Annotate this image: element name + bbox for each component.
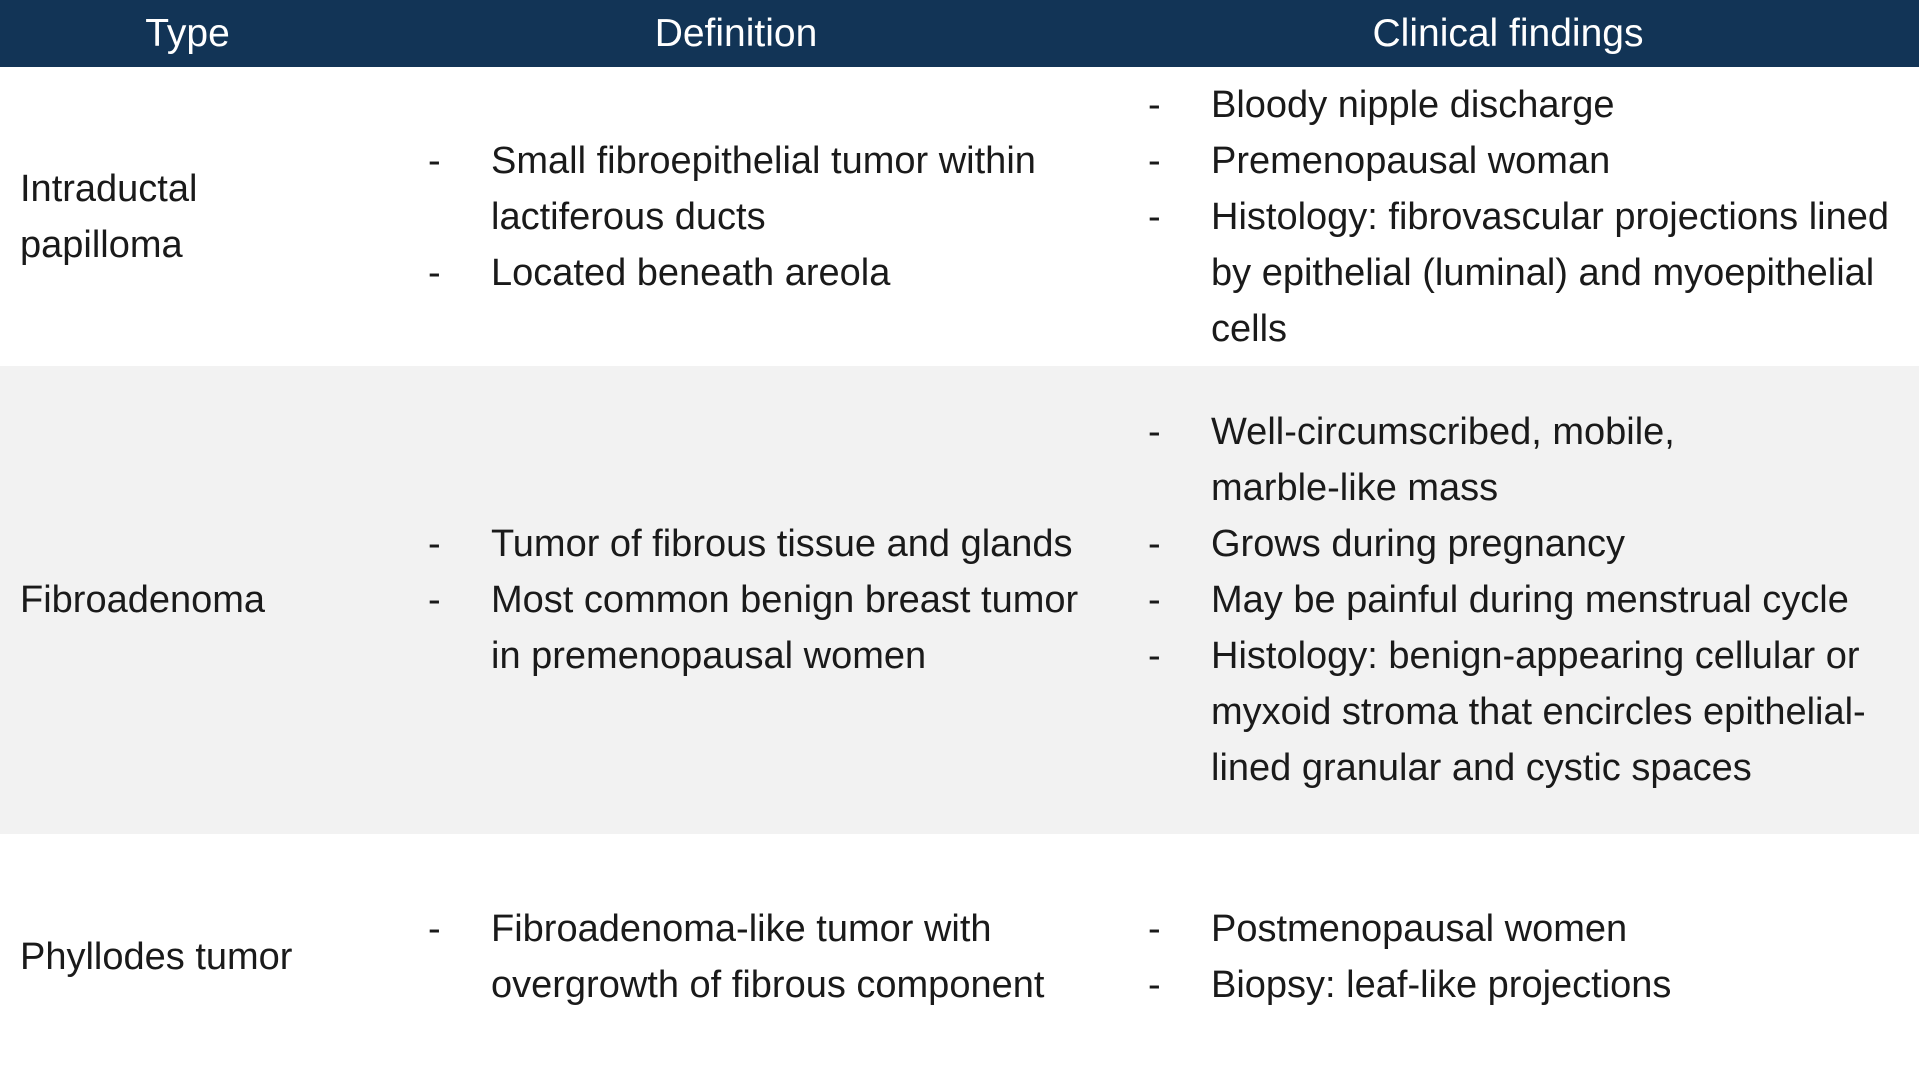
clinical-cell: - Well-circumscribed, mobile, marble-like…	[1140, 366, 1919, 834]
list-item: - Biopsy: leaf-like projections	[1148, 963, 1672, 1006]
definition-cell: - Tumor of fibrous tissue and glands - Mos…	[420, 366, 1097, 834]
list-item: - Small fibroepithelial tumor within lact…	[428, 139, 1036, 238]
definition-list: - Small fibroepithelial tumor within lact…	[420, 133, 1097, 301]
header-type: Type	[145, 12, 230, 55]
list-item: - Postmenopausal women	[1148, 907, 1628, 950]
definition-list: - Fibroadenoma-like tumor with overgrowth…	[420, 901, 1097, 1013]
clinical-list: - Well-circumscribed, mobile, marble-like…	[1140, 404, 1919, 796]
header-clinical-findings: Clinical findings	[1372, 12, 1644, 55]
list-item: - Well-circumscribed, mobile, marble-like…	[1148, 411, 1675, 509]
list-item: - Histology: fibrovascular projections li…	[1148, 195, 1889, 350]
list-item: - Tumor of fibrous tissue and glands	[428, 523, 1073, 565]
type-label: Phyllodes tumor	[20, 935, 293, 978]
list-item: - Histology: benign-appearing cellular or…	[1148, 635, 1866, 789]
list-item: - Most common benign breast tumor in prem…	[428, 579, 1079, 677]
definition-cell: - Small fibroepithelial tumor within lact…	[420, 67, 1097, 366]
list-item: - Premenopausal woman	[1148, 139, 1611, 182]
clinical-list: - Postmenopausal women - Biopsy: leaf-like…	[1140, 901, 1671, 1013]
list-item: - Bloody nipple discharge	[1148, 83, 1615, 126]
definition-list: - Tumor of fibrous tissue and glands - Mos…	[420, 516, 1097, 684]
type-label: Intraductal papilloma	[20, 167, 198, 266]
list-item: - Grows during pregnancy	[1148, 523, 1625, 565]
type-label: Fibroadenoma	[20, 579, 266, 621]
clinical-cell: - Bloody nipple discharge - Premenopausal …	[1140, 67, 1919, 366]
table-row: Phyllodes tumor - Fibroadenoma-like tumor…	[0, 834, 1919, 1079]
table-row: Intraductal papilloma - Small fibroepithe…	[0, 67, 1919, 366]
list-item: - Located beneath areola	[428, 251, 891, 294]
type-cell: Fibroadenoma	[20, 366, 370, 834]
table-row: Fibroadenoma - Tumor of fibrous tissue an…	[0, 366, 1919, 834]
header-definition: Definition	[654, 12, 818, 55]
clinical-cell: - Postmenopausal women - Biopsy: leaf-like…	[1140, 834, 1919, 1079]
list-item: - Fibroadenoma-like tumor with overgrowth…	[428, 907, 1045, 1006]
table-header: Type Definition Clinical findings	[0, 0, 1919, 67]
type-cell: Phyllodes tumor	[20, 834, 370, 1079]
type-cell: Intraductal papilloma	[20, 67, 370, 366]
definition-cell: - Fibroadenoma-like tumor with overgrowth…	[420, 834, 1097, 1079]
list-item: - May be painful during menstrual cycle	[1148, 579, 1849, 621]
clinical-list: - Bloody nipple discharge - Premenopausal …	[1140, 77, 1919, 357]
